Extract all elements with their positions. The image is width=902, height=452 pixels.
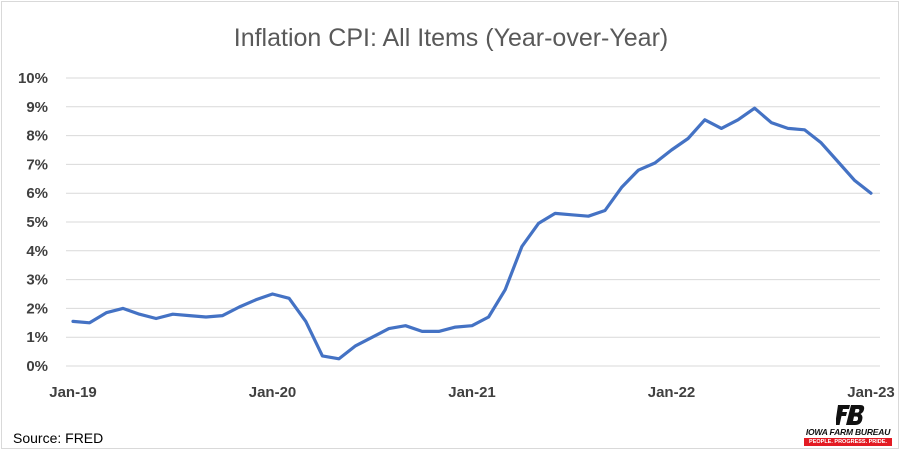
- logo-tagline: PEOPLE. PROGRESS. PRIDE.: [804, 438, 892, 446]
- y-tick-label: 1%: [26, 329, 48, 346]
- y-tick-label: 10%: [18, 70, 48, 87]
- x-tick-label: Jan-23: [847, 384, 895, 401]
- logo-name: IOWA FARM BUREAU: [805, 427, 891, 437]
- y-tick-label: 9%: [26, 99, 48, 116]
- series-layer: [71, 106, 873, 361]
- fb-logo-icon: [836, 405, 865, 425]
- y-tick-label: 3%: [26, 272, 48, 289]
- x-tick-label: Jan-22: [648, 384, 696, 401]
- y-tick-label: 6%: [26, 185, 48, 202]
- y-tick-label: 4%: [26, 243, 48, 260]
- x-tick-label: Jan-20: [249, 384, 297, 401]
- series-line: [71, 106, 873, 361]
- y-tick-label: 8%: [26, 128, 48, 145]
- x-tick-label: Jan-21: [448, 384, 496, 401]
- gridlines: [66, 77, 880, 367]
- y-tick-label: 7%: [26, 156, 48, 173]
- x-tick-label: Jan-19: [49, 384, 97, 401]
- x-axis-ticks: Jan-19 Jan-20 Jan-21 Jan-22 Jan-23: [49, 384, 895, 401]
- y-tick-label: 0%: [26, 358, 48, 375]
- farm-bureau-logo: IOWA FARM BUREAU PEOPLE. PROGRESS. PRIDE…: [800, 404, 896, 448]
- source-note: Source: FRED: [13, 430, 104, 446]
- y-tick-label: 5%: [26, 214, 48, 231]
- y-axis-ticks: 0% 1% 2% 3% 4% 5% 6% 7% 8% 9% 10%: [18, 70, 48, 375]
- y-tick-label: 2%: [26, 300, 48, 317]
- chart-title: Inflation CPI: All Items (Year-over-Year…: [234, 24, 668, 52]
